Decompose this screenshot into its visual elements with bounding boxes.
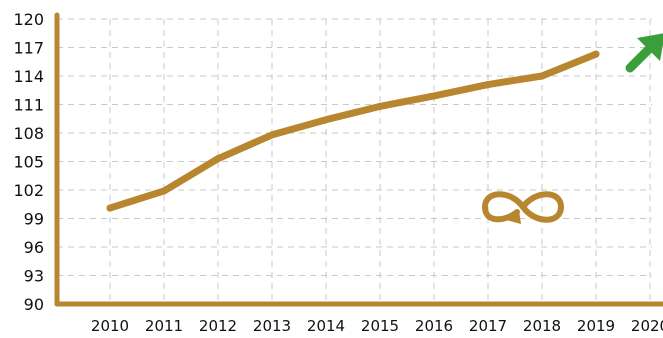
- x-tick-label: 2020: [631, 317, 663, 335]
- x-tick-label: 2018: [523, 317, 561, 335]
- x-tick-label: 2016: [415, 317, 453, 335]
- data-point: [268, 131, 276, 139]
- x-tick-label: 2019: [577, 317, 615, 335]
- data-point: [430, 92, 438, 100]
- data-point: [214, 155, 222, 163]
- green-up-arrow-icon: [625, 33, 663, 73]
- y-tick-label: 105: [13, 153, 44, 172]
- y-tick-label: 102: [13, 181, 44, 200]
- data-point: [592, 50, 600, 58]
- infinity-loop-icon: [482, 191, 564, 224]
- y-tick-label: 108: [13, 124, 44, 143]
- x-tick-label: 2010: [91, 317, 129, 335]
- x-tick-label: 2011: [145, 317, 183, 335]
- series-group: [106, 50, 600, 212]
- data-point: [106, 204, 114, 212]
- data-point: [538, 72, 546, 80]
- series-line: [106, 50, 600, 212]
- data-point: [484, 81, 492, 89]
- x-axis-labels: 2010 2011 2012 2013 2014 2015 2016 2017 2018 2019…: [91, 317, 663, 335]
- y-tick-label: 111: [13, 96, 44, 115]
- data-point: [376, 102, 384, 110]
- x-tick-label: 2015: [361, 317, 399, 335]
- data-point: [160, 187, 168, 195]
- y-axis-labels: 120 117 114 111 108 105 102 99 96 93 90: [13, 10, 44, 314]
- x-tick-label: 2017: [469, 317, 507, 335]
- data-point: [322, 116, 330, 124]
- y-tick-label: 99: [24, 210, 44, 229]
- y-tick-label: 93: [24, 267, 44, 286]
- grid: [57, 18, 652, 304]
- y-tick-label: 90: [24, 295, 44, 314]
- x-tick-label: 2012: [199, 317, 237, 335]
- y-tick-label: 117: [13, 39, 44, 58]
- x-tick-label: 2013: [253, 317, 291, 335]
- y-tick-label: 120: [13, 10, 44, 29]
- x-tick-label: 2014: [307, 317, 345, 335]
- y-tick-label: 114: [13, 67, 44, 86]
- y-tick-label: 96: [24, 238, 44, 257]
